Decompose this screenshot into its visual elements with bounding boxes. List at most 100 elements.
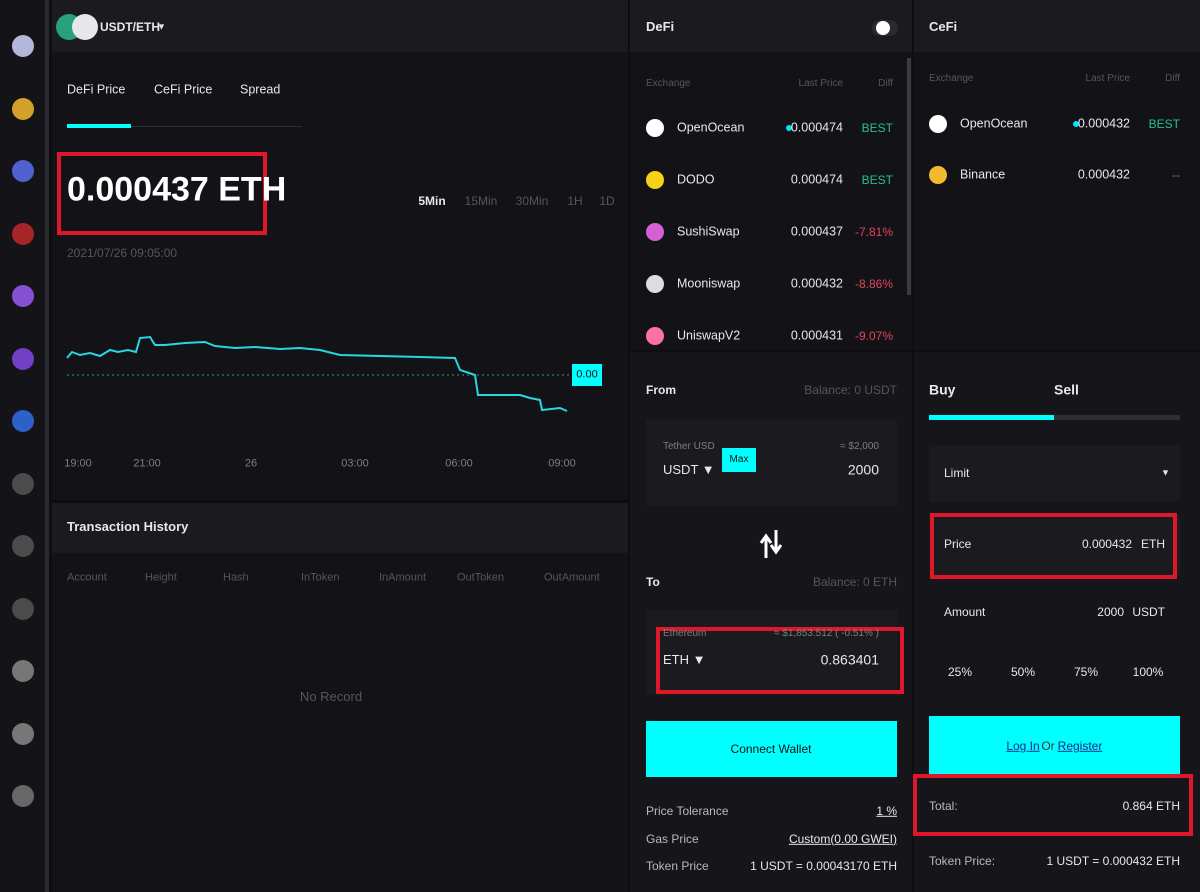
amount: 2000 [847, 461, 879, 478]
sidebar-scrollbar [45, 0, 49, 892]
detail-label: Gas Price [646, 831, 699, 846]
exchange-icon [929, 115, 947, 133]
defi-scrollbar [907, 58, 911, 295]
chain-icon [12, 160, 34, 182]
timeframe[interactable]: 1D [599, 193, 615, 208]
amount: 0.863401 [820, 651, 879, 668]
from-input[interactable] [646, 420, 897, 505]
timeframe[interactable]: 1H [567, 193, 583, 208]
column-header: OutToken [457, 571, 505, 584]
column-header: InToken [301, 571, 340, 584]
price-input[interactable] [929, 515, 1180, 575]
chain-icon [12, 660, 34, 682]
price-tab[interactable]: CeFi Price [154, 82, 213, 97]
pair-selector[interactable]: USDT/ETH [100, 19, 160, 34]
column-header: InAmount [379, 571, 427, 584]
exchange-icon [646, 171, 664, 189]
login-button[interactable] [929, 716, 1180, 774]
exchange-price: 0.000432 [790, 276, 843, 291]
timeframe[interactable]: 30Min [515, 193, 549, 208]
chain-icon [12, 722, 34, 745]
token-select[interactable]: ETH ▼ [663, 652, 706, 668]
total-label: Total: [929, 798, 958, 813]
chain-icon [12, 97, 34, 120]
from-label: From [646, 382, 676, 397]
register-link[interactable]: Register [1057, 738, 1103, 753]
chain-icon [12, 35, 34, 57]
defi-header [630, 0, 912, 52]
highlight-box [57, 152, 267, 235]
current-value-tag [572, 364, 602, 386]
detail-value[interactable]: 1 % [876, 803, 897, 818]
percent-option[interactable]: 25% [947, 664, 973, 679]
exchange-name: Binance [960, 167, 1006, 182]
active-tab-underline [67, 124, 131, 128]
chain-icon [12, 472, 34, 495]
amount-unit: USDT [1132, 604, 1165, 619]
history-header [52, 503, 628, 553]
price-tab[interactable]: Spread [240, 82, 281, 97]
exchange-diff: -7.81% [854, 224, 893, 239]
current-price: 0.000437 ETH [67, 170, 287, 209]
tab-track [1054, 415, 1180, 420]
caret: ▼ [157, 21, 166, 32]
chain-icon [12, 785, 34, 807]
max-label[interactable]: Max [729, 454, 749, 465]
column-header: Diff [1165, 73, 1180, 84]
trade-tab[interactable]: Buy [929, 381, 956, 398]
to-input[interactable] [646, 610, 897, 695]
exchange-name: SushiSwap [677, 224, 740, 239]
tab-divider [68, 126, 302, 127]
chain-icon [12, 347, 34, 370]
token-name: Ethereum [663, 628, 707, 639]
percent-option[interactable]: 50% [1010, 664, 1036, 679]
highlight-box [656, 627, 904, 694]
detail-value: 1 USDT = 0.00043170 ETH [750, 858, 897, 873]
timeframe[interactable]: 15Min [464, 193, 498, 208]
section-title: Transaction History [67, 519, 189, 535]
price-label: Price [944, 536, 972, 551]
column-header: Last Price [1085, 73, 1130, 84]
exchange-name: Mooniswap [677, 276, 741, 291]
caret: ▼ [1161, 467, 1170, 478]
cefi-panel [914, 0, 1200, 350]
chain-icon [12, 410, 34, 432]
active-dot [786, 125, 792, 131]
toggle-knob [876, 21, 890, 35]
exchange-name: OpenOcean [960, 116, 1028, 131]
percent-option[interactable]: 100% [1132, 664, 1164, 679]
max-button[interactable] [722, 448, 756, 472]
trade-panel [914, 352, 1200, 892]
buy-underline [929, 415, 1054, 420]
price-tab[interactable]: DeFi Price [67, 82, 126, 97]
section-title: CeFi [929, 19, 958, 35]
order-type-select[interactable] [929, 445, 1180, 502]
timeframe[interactable]: 5Min [418, 193, 446, 208]
token-select[interactable]: USDT ▼ [663, 462, 715, 478]
token-name: Tether USD [663, 441, 715, 452]
chain-icon [12, 222, 34, 245]
connect-wallet-button[interactable] [646, 721, 897, 777]
exchange-diff: BEST [861, 172, 893, 187]
login-link[interactable]: Log In [1006, 738, 1040, 753]
x-label: 19:00 [64, 457, 92, 470]
exchange-name: DODO [677, 172, 715, 187]
exchange-diff: -8.86% [854, 276, 893, 291]
token-price-value: 1 USDT = 0.000432 ETH [1046, 853, 1180, 868]
defi-panel [630, 0, 912, 350]
exchange-icon [646, 275, 664, 293]
trade-tab[interactable]: Sell [1054, 381, 1079, 398]
exchange-price: 0.000432 [1077, 167, 1130, 182]
exchange-diff: BEST [861, 120, 893, 135]
usd-value: ≈ $1,853.512 ( -0.51% ) [774, 628, 879, 639]
swap-direction-icon[interactable] [758, 528, 784, 560]
exchange-icon [646, 119, 664, 137]
percent-option[interactable]: 75% [1073, 664, 1099, 679]
detail-value[interactable]: Custom(0.00 GWEI) [788, 831, 897, 846]
pair-header [52, 0, 628, 52]
connect-wallet[interactable]: Connect Wallet [730, 741, 812, 756]
chain-icon [12, 285, 34, 307]
to-label: To [646, 574, 660, 589]
exchange-diff: -9.07% [854, 328, 893, 343]
